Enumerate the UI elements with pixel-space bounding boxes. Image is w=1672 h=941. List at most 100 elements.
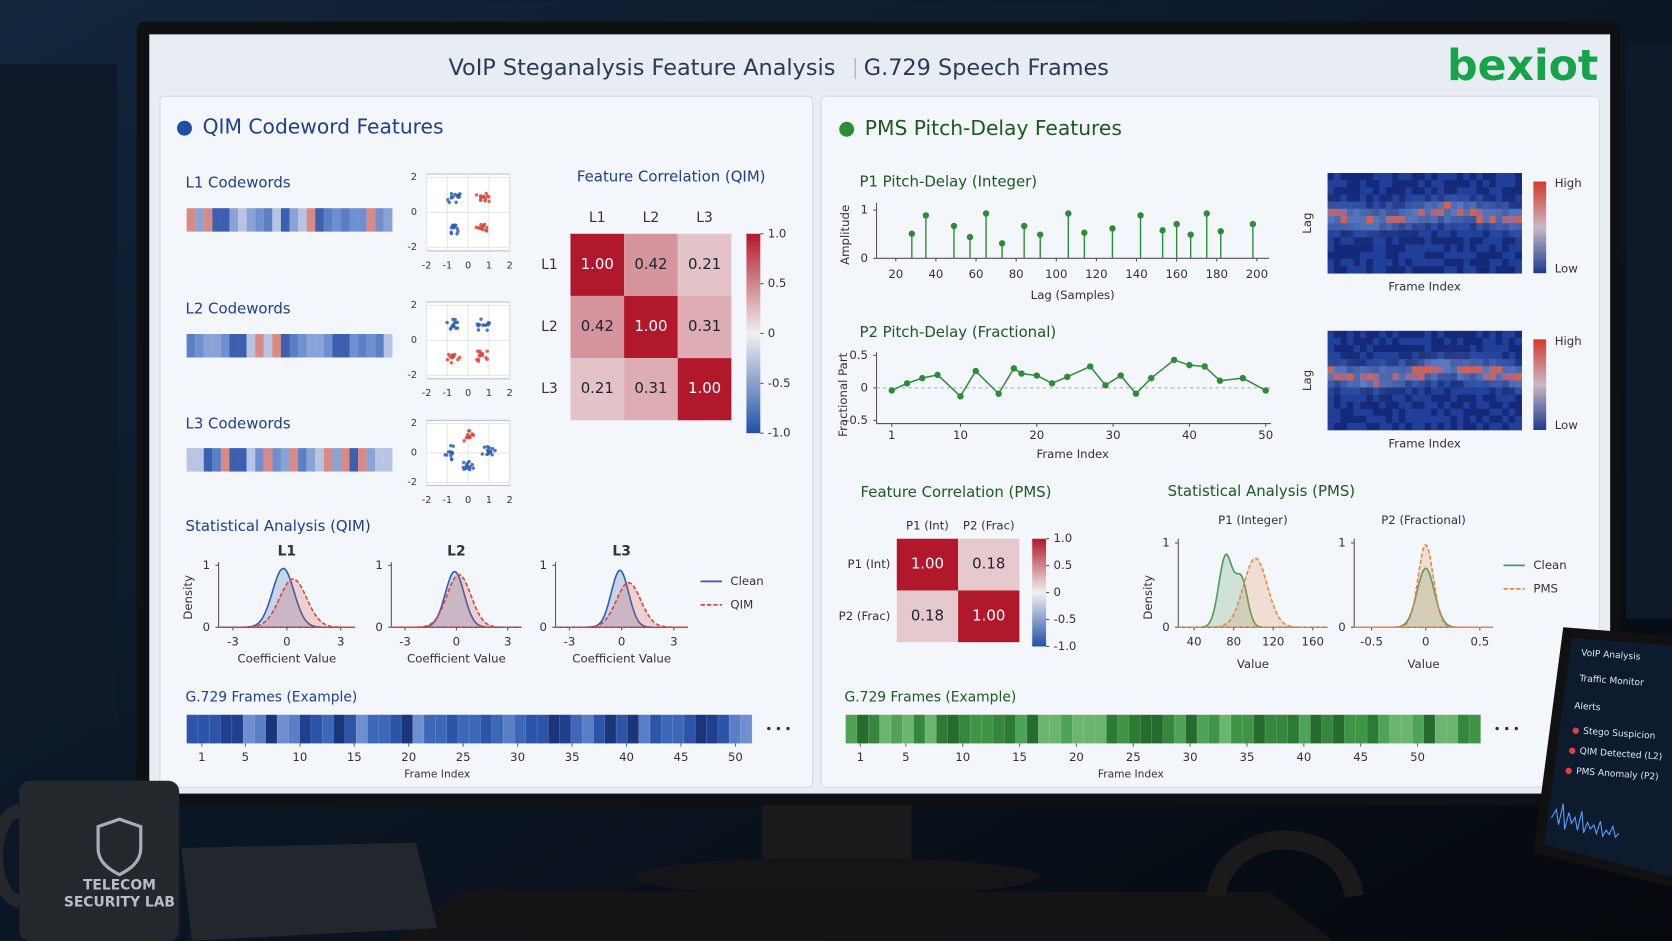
colorbar-label: -0.5 — [768, 376, 791, 390]
heatmap-cell — [1359, 344, 1367, 353]
frame-cell — [1038, 714, 1051, 744]
x-tick-label: 45 — [674, 750, 689, 764]
heatmap-cell — [1502, 352, 1510, 360]
heatmap-cell — [1463, 230, 1471, 238]
heatmap-cell — [1495, 401, 1503, 410]
heatmap-cell — [1463, 208, 1471, 217]
y-tick-label: 0 — [411, 447, 417, 458]
heatmap-cell — [1359, 394, 1367, 402]
heatmap-cell — [1405, 180, 1412, 188]
frame-cell — [401, 714, 414, 744]
heatmap-cell — [1327, 380, 1335, 388]
heatmap-cell — [1502, 344, 1510, 353]
heatmap-cell — [1372, 401, 1380, 410]
heatmap-cell — [1489, 251, 1497, 260]
heatmap-cell — [1476, 408, 1484, 417]
codeword-cell — [306, 334, 316, 358]
codeword-cell — [289, 208, 299, 232]
heatmap-cell — [1489, 201, 1497, 210]
heatmap-cell — [1359, 352, 1367, 360]
heatmap-cell — [1495, 237, 1503, 245]
heatmap-cell — [1456, 415, 1464, 424]
heatmap-cell — [1340, 373, 1348, 381]
heatmap-cell — [1489, 266, 1497, 274]
row-label: L1 — [541, 257, 558, 273]
heatmap-cell — [1398, 194, 1406, 202]
y-tick-label: -2 — [407, 370, 417, 381]
x-tick-label: -0.5 — [1360, 635, 1383, 649]
alert[interactable]: Stego Suspicion — [1583, 727, 1656, 742]
heatmap-cell — [1463, 408, 1471, 417]
heatmap-cell — [1379, 373, 1387, 381]
heatmap-cell — [1495, 337, 1503, 346]
heatmap-cell — [1405, 187, 1412, 195]
heatmap-cell — [1418, 330, 1425, 339]
frame-cell — [468, 714, 482, 744]
heatmap-cell — [1398, 373, 1406, 381]
density-curve — [218, 578, 356, 629]
frame-cell — [1015, 714, 1028, 744]
line-marker — [1262, 387, 1269, 394]
heatmap-cell — [1450, 237, 1458, 245]
frame-cell — [1117, 714, 1130, 744]
codeword-cell — [340, 334, 350, 358]
heatmap-cell — [1476, 266, 1484, 274]
heatmap-cell — [1340, 230, 1348, 238]
colorbar — [1533, 181, 1547, 274]
colorbar-label: -0.5 — [1054, 612, 1077, 626]
panel-title: L3 — [612, 544, 630, 560]
heatmap-cell — [1359, 266, 1367, 274]
codeword-cell — [323, 334, 333, 358]
heatmap-cell — [1444, 201, 1451, 210]
colorbar — [1533, 339, 1547, 430]
heatmap-cell — [1327, 359, 1335, 367]
codeword-cell — [358, 448, 367, 472]
heatmap-cell — [1482, 394, 1490, 402]
heatmap-cell — [1327, 194, 1335, 202]
heatmap-cell — [1359, 230, 1367, 238]
heatmap-cell — [1359, 172, 1367, 181]
heatmap-cell — [1444, 408, 1451, 417]
heatmap-cell — [1489, 337, 1497, 346]
stem-marker — [1173, 220, 1180, 228]
x-tick-label: -2 — [422, 495, 432, 506]
scatter-dot — [470, 432, 474, 436]
x-tick-label: 15 — [347, 750, 362, 764]
heatmap-cell — [1463, 244, 1471, 253]
heatmap-cell — [1469, 408, 1477, 417]
y-tick-label: 1 — [1162, 535, 1169, 549]
heatmap-cell — [1359, 330, 1367, 339]
codeword-cell — [255, 208, 264, 232]
x-tick-label: -3 — [227, 635, 239, 649]
laptop-menu[interactable]: Traffic Monitor — [1578, 674, 1644, 689]
codeword-cell — [289, 448, 299, 472]
heatmap-cell — [1476, 380, 1484, 388]
heatmap-cell — [1372, 237, 1380, 245]
strip-title: G.729 Frames (Example) — [186, 690, 358, 706]
codeword-cell — [195, 448, 204, 472]
x-tick-label: 140 — [1125, 267, 1147, 281]
heatmap-cell — [1482, 201, 1490, 210]
heatmap-cell — [1359, 244, 1367, 253]
heatmap-cell — [1515, 201, 1522, 210]
frame-cell — [265, 714, 278, 744]
heatmap-cell — [1327, 223, 1335, 231]
heatmap-cell — [1405, 258, 1412, 267]
codeword-cell — [349, 448, 359, 472]
cell-label: 0.21 — [688, 255, 721, 273]
heatmap-cell — [1508, 394, 1516, 402]
x-axis-label: Coefficient Value — [572, 652, 671, 666]
heatmap-cell — [1366, 187, 1374, 195]
scatter-dot — [468, 435, 472, 440]
heatmap-cell — [1444, 415, 1451, 424]
heatmap-cell — [1437, 230, 1445, 238]
heatmap-cell — [1476, 352, 1484, 360]
line-marker — [972, 367, 979, 375]
heatmap-cell — [1366, 337, 1374, 346]
x-tick-label: 30 — [510, 750, 525, 764]
heatmap-cell — [1456, 266, 1464, 274]
frame-cell — [344, 714, 357, 744]
heatmap-cell — [1405, 380, 1412, 388]
heatmap-cell — [1508, 337, 1516, 346]
line-marker — [1132, 390, 1140, 397]
